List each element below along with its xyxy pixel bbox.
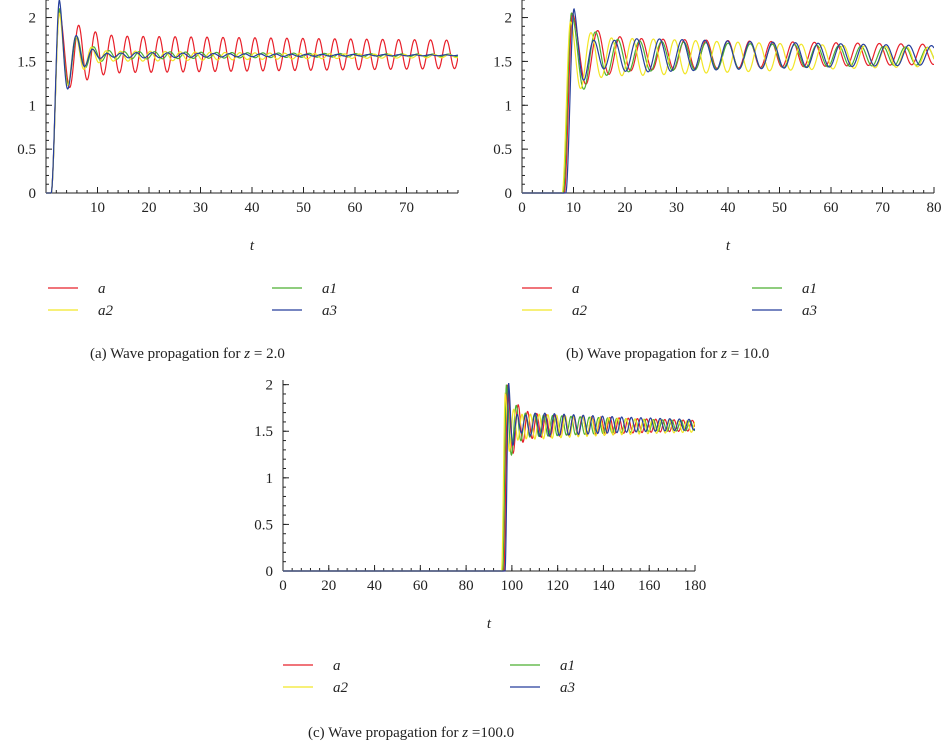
- caption-b: (b) Wave propagation for z = 10.0: [566, 346, 769, 362]
- y-tick-label: 0.5: [493, 142, 512, 158]
- series-line-a1: [283, 384, 695, 572]
- x-tick-label: 70: [875, 200, 890, 216]
- x-tick-label: 40: [721, 200, 736, 216]
- legend-label-a1: a1: [322, 281, 337, 297]
- series-line-a2: [522, 21, 934, 194]
- legend-label-a: a: [98, 281, 106, 297]
- legend-label-a2: a2: [333, 680, 349, 696]
- y-tick-label: 0.5: [254, 517, 273, 533]
- legend-label-a2: a2: [98, 303, 114, 319]
- legend: a a1 a2 a3: [522, 281, 817, 319]
- chart-panel-a: 10 20 30 40 50 60 70 0 0.5 1 1.5 2 t a a1 a2 a3: [17, 0, 459, 319]
- legend-label-a3: a3: [802, 303, 817, 319]
- legend-label-a1: a1: [802, 281, 817, 297]
- y-tick-label: 0.5: [17, 142, 36, 158]
- legend: a a1 a2 a3: [48, 281, 337, 319]
- legend-label-a1: a1: [560, 658, 575, 674]
- x-tick-label: 50: [296, 200, 311, 216]
- x-tick-label: 20: [142, 200, 157, 216]
- axes: 0 20 40 60 80 100 120 140 160 180 0 0.5 1 1.5 2: [254, 378, 706, 594]
- x-tick-label: 10: [90, 200, 105, 216]
- y-tick-label: 1: [29, 98, 37, 114]
- x-tick-label: 20: [321, 578, 336, 594]
- x-tick-label: 160: [638, 578, 661, 594]
- legend-label-a2: a2: [572, 303, 588, 319]
- y-tick-label: 2: [29, 11, 37, 27]
- x-tick-label: 0: [518, 200, 526, 216]
- x-tick-label: 180: [684, 578, 707, 594]
- x-axis-label: t: [250, 238, 255, 254]
- x-tick-label: 120: [546, 578, 569, 594]
- y-tick-label: 2: [266, 378, 274, 394]
- legend-label-a: a: [572, 281, 580, 297]
- y-tick-label: 1: [505, 98, 513, 114]
- series-line-a3: [46, 0, 458, 194]
- legend-label-a3: a3: [322, 303, 337, 319]
- x-tick-label: 30: [669, 200, 684, 216]
- x-tick-label: 30: [193, 200, 208, 216]
- series-line-a2: [46, 12, 458, 194]
- caption-a: (a) Wave propagation for z = 2.0: [90, 346, 285, 362]
- x-axis-label: t: [487, 616, 492, 632]
- axes: 0 10 20 30 40 50 60 70 80 0 0.5 1 1.5 2: [493, 0, 942, 216]
- x-tick-label: 10: [566, 200, 581, 216]
- y-tick-label: 1.5: [254, 424, 273, 440]
- x-tick-label: 20: [618, 200, 633, 216]
- x-axis-label: t: [726, 238, 731, 254]
- legend-label-a3: a3: [560, 680, 575, 696]
- x-tick-label: 140: [592, 578, 615, 594]
- x-tick-label: 50: [772, 200, 787, 216]
- x-tick-label: 70: [399, 200, 414, 216]
- x-tick-label: 60: [413, 578, 428, 594]
- y-tick-label: 0: [29, 186, 37, 202]
- series-line-a: [283, 384, 695, 572]
- x-tick-label: 60: [824, 200, 839, 216]
- series-line-a: [46, 7, 458, 194]
- x-tick-label: 60: [348, 200, 363, 216]
- series-line-a1: [46, 7, 458, 194]
- series-line-a3: [522, 8, 934, 194]
- x-tick-label: 40: [245, 200, 260, 216]
- series-line-a3: [283, 382, 695, 572]
- series-line-a1: [522, 12, 934, 194]
- x-tick-label: 100: [501, 578, 524, 594]
- x-tick-label: 0: [279, 578, 287, 594]
- axes: 10 20 30 40 50 60 70 0 0.5 1 1.5 2: [17, 0, 459, 216]
- chart-panel-b: 0 10 20 30 40 50 60 70 80 0 0.5 1 1.5 2 t a a1 a2 a3: [493, 0, 942, 319]
- caption-c: (c) Wave propagation for z =100.0: [308, 725, 514, 741]
- y-tick-label: 1.5: [17, 54, 36, 70]
- y-tick-label: 1.5: [493, 54, 512, 70]
- y-tick-label: 1: [266, 471, 274, 487]
- x-tick-label: 40: [367, 578, 382, 594]
- y-tick-label: 0: [505, 186, 513, 202]
- legend-label-a: a: [333, 658, 341, 674]
- y-tick-label: 0: [266, 564, 274, 580]
- x-tick-label: 80: [927, 200, 942, 216]
- x-tick-label: 80: [459, 578, 474, 594]
- y-tick-label: 2: [505, 11, 513, 27]
- series-line-a: [522, 12, 934, 194]
- legend: a a1 a2 a3: [283, 658, 575, 696]
